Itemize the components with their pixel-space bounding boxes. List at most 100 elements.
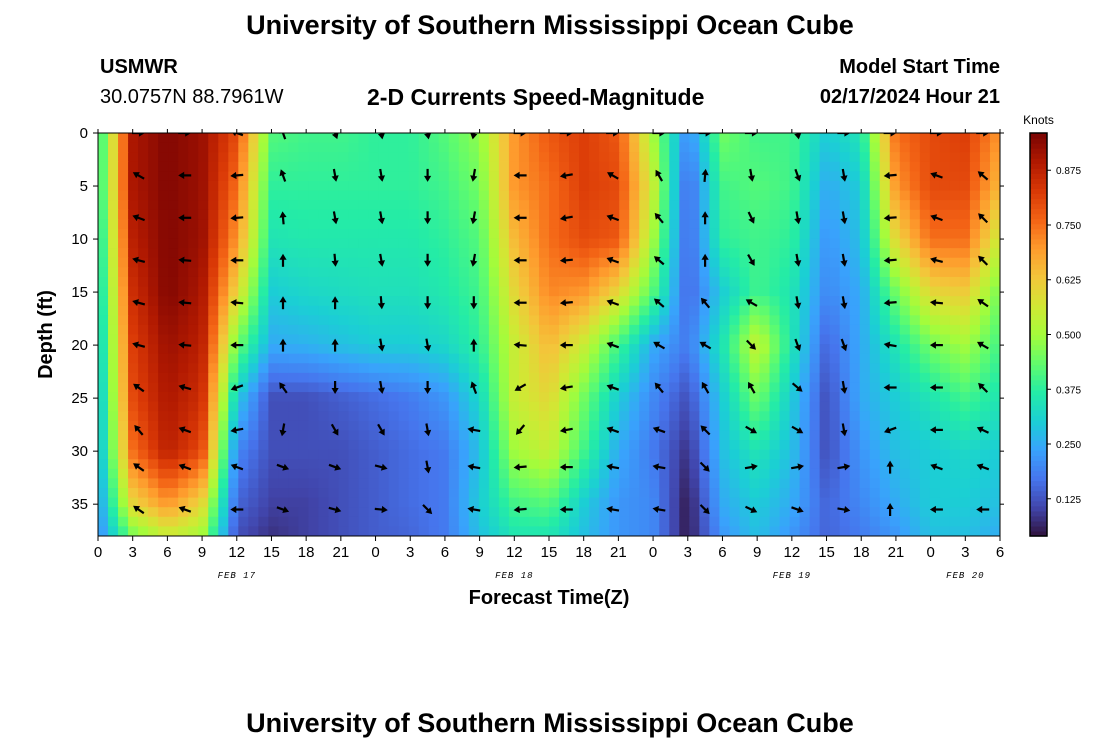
heatmap-cell	[989, 324, 1000, 336]
vector-head	[794, 344, 802, 352]
x-tick-label: 15	[541, 544, 558, 561]
heatmap-cell	[559, 276, 570, 288]
heatmap-cell	[839, 276, 851, 288]
heatmap-cell	[498, 430, 510, 441]
heatmap-cell	[498, 142, 510, 153]
heatmap-cell	[879, 324, 891, 336]
heatmap-cell	[859, 449, 871, 460]
heatmap-cell	[849, 286, 861, 297]
heatmap-cell	[358, 507, 370, 518]
heatmap-cell	[819, 324, 831, 336]
heatmap-cell	[989, 305, 1000, 316]
heatmap-cell	[428, 286, 440, 297]
heatmap-cell	[448, 190, 460, 201]
heatmap-cell	[879, 507, 891, 518]
heatmap-cell	[298, 133, 310, 144]
heatmap-cell	[298, 420, 310, 432]
heatmap-cell	[819, 353, 831, 364]
current-vector	[653, 298, 665, 308]
heatmap-cell	[538, 180, 550, 192]
heatmap-cell	[388, 276, 400, 288]
heatmap-cell	[248, 315, 259, 326]
heatmap-cell	[338, 430, 350, 441]
heatmap-cell	[368, 180, 380, 192]
heatmap-cell	[879, 440, 891, 451]
heatmap-cell	[979, 324, 991, 336]
heatmap-cell	[538, 133, 550, 144]
heatmap-cell	[138, 142, 149, 153]
heatmap-cell	[368, 353, 380, 364]
heatmap-cell	[949, 344, 961, 355]
heatmap-cell	[498, 315, 510, 326]
colorbar-segment	[1030, 399, 1047, 406]
heatmap-cell	[879, 286, 891, 297]
heatmap-cell	[338, 488, 350, 499]
heatmap-cell	[288, 324, 300, 336]
heatmap-cell	[528, 440, 540, 451]
heatmap-cell	[899, 171, 911, 182]
heatmap-cell	[659, 190, 670, 201]
heatmap-cell	[188, 209, 199, 220]
heatmap-cell	[178, 315, 189, 326]
heatmap-cell	[739, 449, 751, 460]
heatmap-cell	[989, 180, 1000, 192]
heatmap-cell	[488, 276, 500, 288]
heatmap-cell	[809, 411, 821, 422]
heatmap-cell	[589, 449, 600, 460]
heatmap-cell	[949, 411, 961, 422]
heatmap-cell	[709, 344, 720, 355]
heatmap-cell	[318, 238, 330, 249]
heatmap-cell	[549, 200, 560, 211]
heatmap-cell	[528, 133, 540, 144]
heatmap-cell	[488, 267, 500, 278]
current-vector	[328, 506, 342, 514]
heatmap-cell	[138, 497, 149, 508]
current-vector	[929, 426, 943, 434]
heatmap-cell	[549, 497, 560, 508]
heatmap-cell	[178, 392, 189, 403]
heatmap-cell	[138, 296, 149, 307]
vector-head	[840, 175, 848, 182]
heatmap-cell	[749, 238, 761, 249]
heatmap-cell	[208, 152, 219, 163]
heatmap-cell	[829, 248, 841, 259]
heatmap-cell	[188, 142, 199, 153]
heatmap-cell	[498, 200, 510, 211]
heatmap-cell	[238, 488, 249, 499]
current-vector	[132, 341, 146, 349]
heatmap-cell	[328, 488, 340, 499]
heatmap-cell	[679, 507, 690, 518]
heatmap-cell	[839, 133, 851, 144]
heatmap-cell	[769, 507, 781, 518]
heatmap-cell	[268, 468, 279, 480]
heatmap-cell	[779, 440, 791, 451]
heatmap-cell	[538, 392, 550, 403]
heatmap-cell	[959, 392, 971, 403]
heatmap-cell	[569, 133, 580, 144]
heatmap-cell	[168, 449, 179, 460]
colorbar-segment	[1030, 153, 1047, 159]
heatmap-cell	[348, 200, 360, 211]
heatmap-cell	[168, 180, 179, 192]
heatmap-cell	[709, 526, 720, 536]
heatmap-cell	[979, 449, 991, 460]
heatmap-cell	[929, 440, 941, 451]
heatmap-cell	[528, 401, 540, 412]
heatmap-cell	[979, 507, 991, 518]
heatmap-cell	[128, 171, 139, 182]
heatmap-cell	[969, 372, 981, 384]
vector-head	[930, 214, 938, 222]
heatmap-cell	[348, 411, 360, 422]
heatmap-cell	[679, 468, 690, 480]
heatmap-cell	[669, 488, 680, 499]
heatmap-cell	[969, 324, 981, 336]
heatmap-cell	[699, 459, 710, 470]
heatmap-cell	[168, 257, 179, 268]
heatmap-cell	[859, 372, 871, 384]
heatmap-cell	[659, 228, 670, 240]
heatmap-cell	[128, 420, 139, 432]
heatmap-cell	[899, 440, 911, 451]
heatmap-cell	[749, 209, 761, 220]
vector-head	[795, 385, 803, 392]
heatmap-cell	[288, 392, 300, 403]
